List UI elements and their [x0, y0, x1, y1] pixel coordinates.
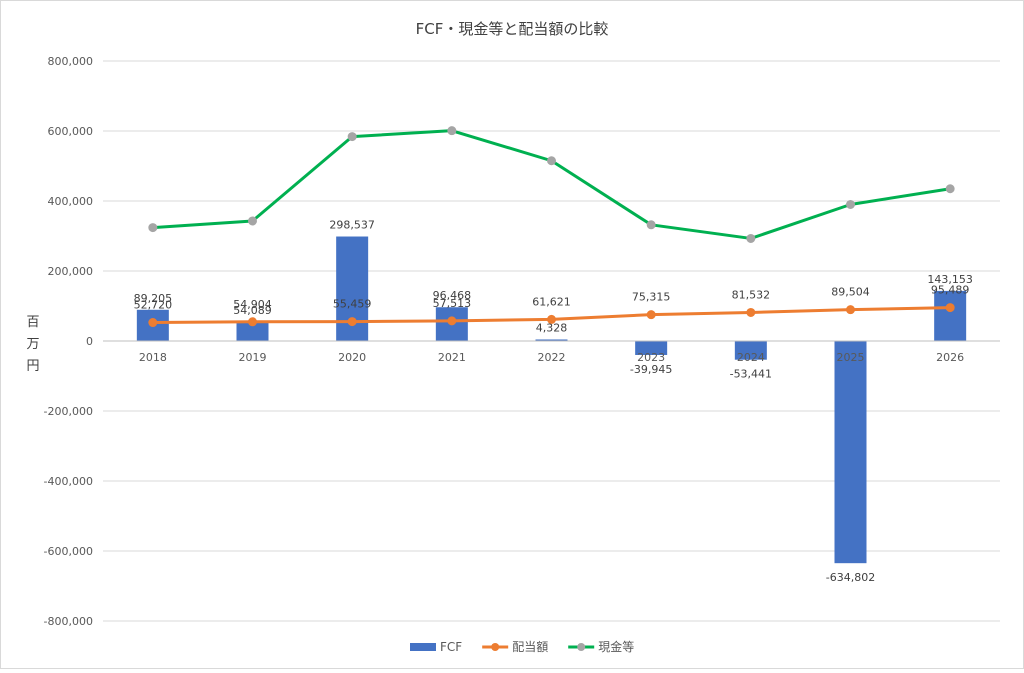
series-point	[347, 317, 357, 327]
series-point	[646, 220, 656, 230]
series-point	[646, 310, 656, 320]
series-point	[447, 316, 457, 326]
fcf-data-label: 54,089	[233, 304, 272, 317]
series-point	[846, 305, 855, 315]
y-axis-tick-labels: 800,000 600,000 400,000 200,000 0 -200,000 -40…	[44, 55, 93, 628]
dividend-data-label: 55,459	[333, 298, 372, 311]
x-category-label: 2026	[936, 351, 964, 364]
series-point	[447, 126, 457, 136]
series-lines	[148, 126, 955, 328]
series-point	[547, 156, 556, 166]
fcf-data-label: 96,468	[433, 289, 472, 302]
dividend-data-label: 52,720	[134, 299, 173, 312]
fcf-data-label: -39,945	[630, 363, 672, 376]
y-tick-label: 600,000	[48, 125, 94, 138]
dividend-data-label: 81,532	[732, 288, 771, 301]
fcf-data-label: 89,205	[134, 292, 173, 305]
dividend-data-label: 61,621	[532, 295, 571, 308]
series-point	[746, 307, 756, 317]
fcf-bar	[236, 322, 269, 341]
x-category-label: 2022	[538, 351, 566, 364]
fcf-bar	[635, 341, 668, 355]
series-point	[945, 303, 955, 313]
y-tick-label: -200,000	[44, 405, 93, 418]
fcf-bar	[934, 290, 967, 341]
fcf-data-label: -634,802	[826, 571, 875, 584]
legend-label: 現金等	[598, 639, 634, 654]
fcf-data-label: 298,537	[329, 219, 375, 232]
series-point	[547, 314, 556, 324]
y-axis-unit-label: 百万円	[26, 315, 39, 374]
series-point	[148, 318, 158, 328]
dividend-data-label: 54,904	[233, 298, 272, 311]
series-point	[347, 132, 357, 142]
y-tick-label: 200,000	[48, 265, 94, 278]
chart-title: FCF・現金等と配当額の比較	[416, 20, 609, 38]
legend-swatch-marker	[577, 643, 586, 651]
legend: FCF 配当額 現金等	[410, 639, 634, 654]
series-point	[248, 216, 257, 226]
x-axis-category-labels: 2018 2019 2020 2021 2022 2023 2024 2025 2026	[139, 351, 964, 364]
y-axis-label-char: 万	[26, 337, 39, 352]
y-tick-label: -400,000	[44, 475, 93, 488]
fcf-bar	[535, 339, 568, 341]
legend-swatch-bar	[410, 643, 436, 651]
x-category-label: 2024	[737, 351, 765, 364]
y-axis-label-char: 百	[26, 315, 39, 330]
fcf-data-label: 143,153	[927, 273, 973, 286]
fcf-bar	[834, 341, 867, 564]
x-category-label: 2020	[338, 351, 366, 364]
x-category-label: 2021	[438, 351, 466, 364]
fcf-data-label: -53,441	[730, 368, 772, 381]
y-tick-label: -800,000	[44, 615, 93, 628]
series-point	[746, 233, 756, 243]
legend-swatch-marker	[491, 643, 500, 651]
fcf-data-label: 4,328	[536, 321, 568, 334]
y-axis-label-char: 円	[26, 359, 39, 374]
x-category-label: 2025	[837, 351, 865, 364]
dividend-data-label: 75,315	[632, 291, 671, 304]
dividend-data-label: 95,489	[931, 284, 970, 297]
dividend-data-label: 57,513	[433, 297, 472, 310]
fcf-bar	[734, 341, 767, 360]
data-labels: 89,205 54,089 298,537 96,468 4,328 -39,945 -53…	[134, 219, 973, 585]
y-tick-label: 0	[86, 335, 93, 348]
fcf-bars	[136, 236, 967, 564]
y-tick-label: -600,000	[44, 545, 93, 558]
x-category-label: 2023	[637, 351, 665, 364]
series-point	[846, 200, 855, 209]
series-point	[248, 317, 257, 327]
y-tick-label: 400,000	[48, 195, 94, 208]
y-tick-label: 800,000	[48, 55, 94, 68]
x-category-label: 2019	[239, 351, 267, 364]
series-point	[945, 184, 955, 194]
legend-label: 配当額	[512, 640, 548, 654]
x-category-label: 2018	[139, 351, 167, 364]
dividend-data-label: 89,504	[831, 286, 870, 299]
legend-label: FCF	[440, 640, 462, 654]
series-point	[148, 223, 158, 233]
